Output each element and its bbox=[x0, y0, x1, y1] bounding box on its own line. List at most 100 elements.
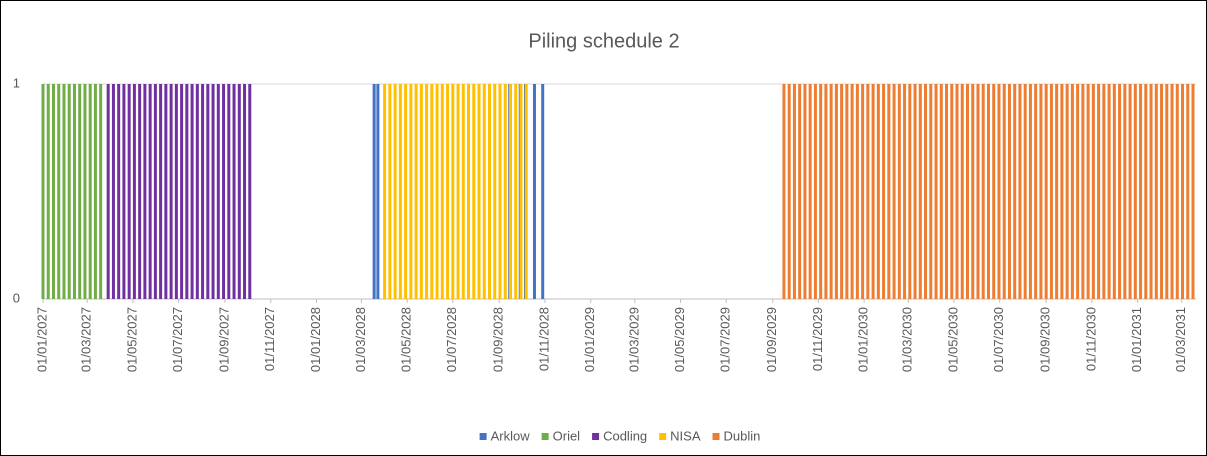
bar bbox=[918, 84, 922, 299]
bar bbox=[122, 84, 126, 299]
bar bbox=[430, 84, 434, 299]
bar bbox=[482, 84, 486, 299]
bar bbox=[950, 84, 954, 299]
bar bbox=[237, 84, 241, 299]
bar bbox=[222, 84, 226, 299]
y-tick-label: 0 bbox=[13, 290, 20, 305]
bar bbox=[211, 84, 215, 299]
legend-label: Codling bbox=[603, 428, 647, 443]
bar bbox=[532, 84, 536, 299]
bar bbox=[1086, 84, 1090, 299]
bar bbox=[201, 84, 205, 299]
x-tick-label: 01/03/2029 bbox=[626, 307, 641, 372]
bar bbox=[1039, 84, 1043, 299]
chart-title: Piling schedule 2 bbox=[528, 30, 679, 52]
bar bbox=[472, 84, 476, 299]
bar bbox=[46, 84, 50, 299]
bar bbox=[929, 84, 933, 299]
bar bbox=[62, 84, 66, 299]
bar bbox=[1191, 84, 1195, 299]
x-tick-label: 01/01/2029 bbox=[582, 307, 597, 372]
bar bbox=[185, 84, 189, 299]
bar bbox=[1028, 84, 1032, 299]
x-tick-label: 01/11/2027 bbox=[262, 307, 277, 371]
bar bbox=[939, 84, 943, 299]
bar bbox=[1133, 84, 1137, 299]
bar bbox=[861, 84, 865, 299]
bar bbox=[1160, 84, 1164, 299]
bar bbox=[866, 84, 870, 299]
legend-swatch bbox=[592, 433, 600, 440]
legend-swatch bbox=[479, 433, 487, 440]
bar bbox=[440, 84, 444, 299]
x-tick-label: 01/01/2031 bbox=[1129, 307, 1144, 372]
x-tick-label: 01/07/2029 bbox=[718, 307, 733, 372]
bar bbox=[1076, 84, 1080, 299]
bar bbox=[435, 84, 439, 299]
bar bbox=[138, 84, 142, 299]
x-tick-label: 01/05/2027 bbox=[124, 307, 139, 372]
bar bbox=[106, 84, 110, 299]
bar bbox=[132, 84, 136, 299]
bar bbox=[1091, 84, 1095, 299]
bar bbox=[798, 84, 802, 299]
bar bbox=[41, 84, 45, 299]
bar bbox=[1002, 84, 1006, 299]
bar bbox=[372, 84, 376, 299]
bar bbox=[159, 84, 163, 299]
bar bbox=[1186, 84, 1190, 299]
bar bbox=[845, 84, 849, 299]
bar bbox=[1023, 84, 1027, 299]
bar bbox=[446, 84, 450, 299]
bar bbox=[388, 84, 392, 299]
bar bbox=[1055, 84, 1059, 299]
bar bbox=[404, 84, 408, 299]
legend-label: Dublin bbox=[724, 428, 761, 443]
bar bbox=[243, 84, 247, 299]
bar bbox=[1018, 84, 1022, 299]
bar bbox=[976, 84, 980, 299]
bar bbox=[467, 84, 471, 299]
legend-swatch bbox=[541, 433, 549, 440]
bar bbox=[924, 84, 928, 299]
bar bbox=[425, 84, 429, 299]
bar bbox=[83, 84, 87, 299]
bar bbox=[1112, 84, 1116, 299]
bar bbox=[206, 84, 210, 299]
x-tick-label: 01/09/2027 bbox=[216, 307, 231, 372]
bar bbox=[934, 84, 938, 299]
bar bbox=[1081, 84, 1085, 299]
bar bbox=[992, 84, 996, 299]
x-tick-label: 01/07/2030 bbox=[991, 307, 1006, 372]
bar bbox=[1181, 84, 1185, 299]
bar bbox=[803, 84, 807, 299]
bar bbox=[227, 84, 231, 299]
bar bbox=[850, 84, 854, 299]
bar bbox=[111, 84, 115, 299]
legend-swatch bbox=[712, 433, 720, 440]
bar bbox=[782, 84, 786, 299]
x-tick-label: 01/05/2029 bbox=[672, 307, 687, 372]
bar bbox=[1165, 84, 1169, 299]
bar bbox=[834, 84, 838, 299]
bar bbox=[897, 84, 901, 299]
bar bbox=[190, 84, 194, 299]
bar bbox=[876, 84, 880, 299]
bar bbox=[824, 84, 828, 299]
bar bbox=[451, 84, 455, 299]
bar bbox=[508, 84, 512, 299]
bar bbox=[1013, 84, 1017, 299]
bar bbox=[1049, 84, 1053, 299]
bar bbox=[498, 84, 502, 299]
bar bbox=[981, 84, 985, 299]
bar bbox=[93, 84, 97, 299]
bar bbox=[787, 84, 791, 299]
bar bbox=[169, 84, 173, 299]
bar bbox=[871, 84, 875, 299]
bar bbox=[945, 84, 949, 299]
bar bbox=[195, 84, 199, 299]
bar bbox=[393, 84, 397, 299]
x-tick-label: 01/09/2028 bbox=[491, 307, 506, 372]
bar bbox=[524, 84, 528, 299]
